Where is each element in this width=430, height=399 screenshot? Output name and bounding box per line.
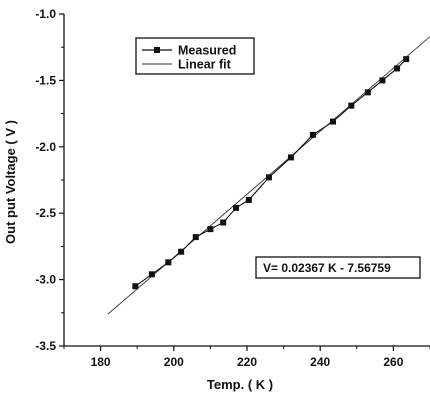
measured-point bbox=[403, 56, 410, 63]
measured-point bbox=[207, 226, 214, 233]
measured-point bbox=[287, 154, 294, 161]
fit-equation-label: V= 0.02367 K - 7.56759 bbox=[263, 261, 391, 275]
x-tick-label: 200 bbox=[164, 355, 184, 369]
measured-point bbox=[394, 65, 401, 72]
y-axis-label: Out put Voltage ( V ) bbox=[3, 120, 18, 244]
y-tick-label: -3.0 bbox=[35, 273, 56, 287]
measured-point bbox=[233, 204, 240, 211]
legend-box bbox=[135, 37, 255, 75]
legend-fit-label: Linear fit bbox=[178, 58, 232, 72]
x-tick-label: 180 bbox=[91, 355, 111, 369]
y-tick-label: -1.5 bbox=[35, 73, 56, 87]
measured-point bbox=[178, 248, 185, 255]
y-tick-label: -2.5 bbox=[35, 206, 56, 220]
legend-measured-marker bbox=[154, 47, 160, 53]
measured-point bbox=[265, 174, 272, 181]
x-tick-label: 240 bbox=[310, 355, 330, 369]
y-tick-label: -1.0 bbox=[35, 7, 56, 21]
fit-equation-box bbox=[255, 256, 421, 279]
measured-point bbox=[220, 219, 227, 226]
measured-point bbox=[245, 196, 252, 203]
legend-measured-label: Measured bbox=[178, 44, 236, 58]
measured-point bbox=[348, 102, 355, 109]
measured-point bbox=[132, 283, 139, 290]
measured-point bbox=[148, 271, 155, 278]
y-tick-label: -2.0 bbox=[35, 140, 56, 154]
measured-point bbox=[192, 234, 199, 241]
measured-series bbox=[132, 56, 410, 290]
measured-point bbox=[379, 77, 386, 84]
x-axis-label: Temp. ( K ) bbox=[207, 377, 273, 392]
x-tick-label: 220 bbox=[237, 355, 257, 369]
measured-point bbox=[364, 89, 371, 96]
y-tick-label: -3.5 bbox=[35, 339, 56, 353]
axes: 180 200 220 240 260 -3.5 -3.0 -2.5 -2.0 -1.5 -1.0 bbox=[35, 7, 430, 369]
fit-equation-annotation: V= 0.02367 K - 7.56759 bbox=[255, 256, 421, 279]
x-tick-label: 260 bbox=[383, 355, 403, 369]
legend: Measured Linear fit bbox=[135, 37, 255, 75]
measured-point bbox=[165, 259, 172, 266]
measured-point bbox=[309, 131, 316, 138]
measured-point bbox=[330, 118, 337, 125]
